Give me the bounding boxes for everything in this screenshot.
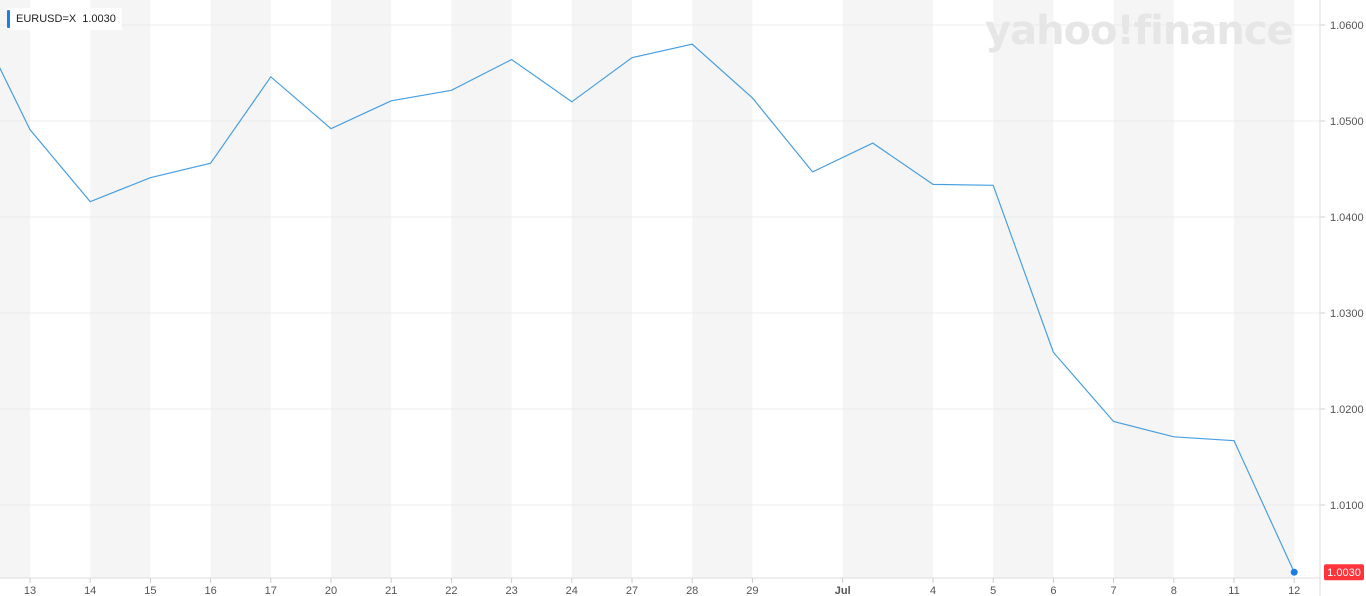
yahoo-finance-logo: yahoo!finance: [985, 8, 1294, 54]
x-tick-label: 23: [505, 585, 517, 596]
last-price-badge: [1324, 564, 1364, 581]
background-band: [451, 0, 512, 578]
legend-value: 1.0030: [82, 13, 116, 25]
background-band: [210, 0, 271, 578]
legend-swatch: [7, 10, 10, 28]
x-tick-label: 28: [686, 585, 698, 596]
background-band: [842, 0, 933, 578]
x-tick-label: 21: [385, 585, 397, 596]
x-tick-label: 6: [1050, 585, 1056, 596]
last-price-label: 1.0030: [1327, 567, 1361, 579]
x-tick-label: Jul: [835, 585, 851, 596]
x-tick-label: 14: [84, 585, 96, 596]
legend: EURUSD=X 1.0030: [7, 8, 122, 30]
background-band: [993, 0, 1054, 578]
background-band: [692, 0, 753, 578]
background-band: [0, 0, 30, 578]
x-tick-label: 5: [990, 585, 996, 596]
x-tick-label: 24: [566, 585, 578, 596]
y-tick-label: 1.0100: [1330, 500, 1364, 512]
y-tick-label: 1.0300: [1330, 308, 1364, 320]
x-tick-label: 22: [445, 585, 457, 596]
x-tick-label: 15: [144, 585, 156, 596]
background-band: [331, 0, 392, 578]
x-tick-label: 7: [1111, 585, 1117, 596]
x-tick-label: 13: [24, 585, 36, 596]
x-tick-label: 16: [204, 585, 216, 596]
x-tick-label: 8: [1171, 585, 1177, 596]
x-tick-label: 11: [1228, 585, 1239, 596]
x-tick-label: 17: [265, 585, 277, 596]
x-tick-label: 29: [746, 585, 758, 596]
background-band: [1113, 0, 1174, 578]
y-tick-label: 1.0500: [1330, 116, 1364, 128]
price-line: [0, 43, 1295, 573]
y-tick-label: 1.0200: [1330, 404, 1364, 416]
x-tick-label: 12: [1288, 585, 1300, 596]
legend-symbol: EURUSD=X: [16, 13, 77, 25]
background-band: [1234, 0, 1295, 578]
background-band: [571, 0, 632, 578]
x-tick-label: 27: [626, 585, 638, 596]
last-price-dot: [1290, 568, 1298, 576]
y-tick-label: 1.0600: [1330, 20, 1364, 32]
x-tick-label: 20: [325, 585, 337, 596]
x-tick-label: 4: [930, 585, 936, 596]
background-band: [90, 0, 151, 578]
y-tick-label: 1.0400: [1330, 212, 1364, 224]
